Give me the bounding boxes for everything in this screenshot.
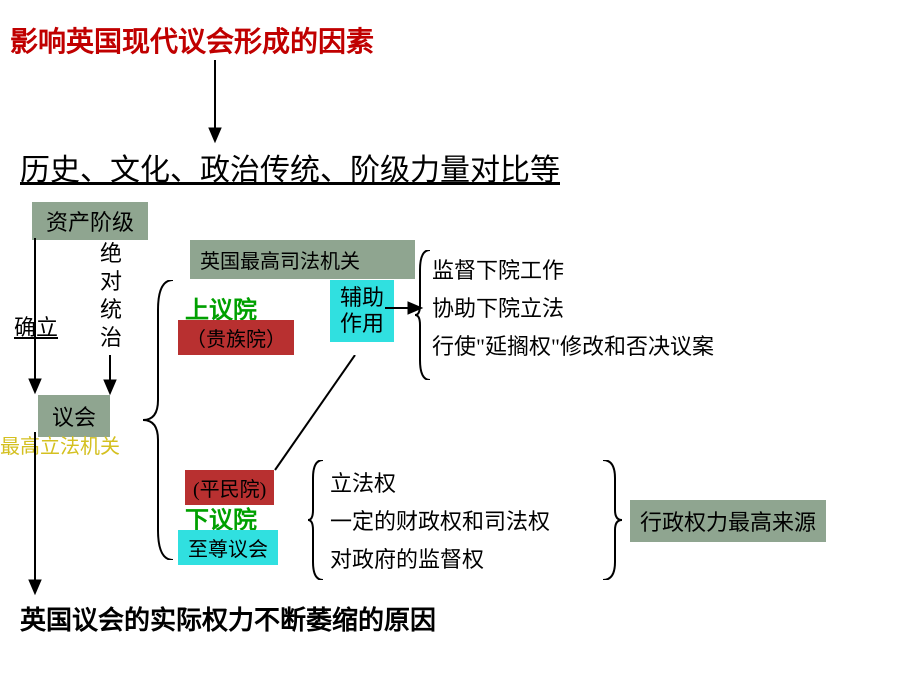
bourgeois-box: 资产阶级 xyxy=(32,202,148,240)
judicial-box: 英国最高司法机关 xyxy=(190,240,415,279)
noble-house-box: （贵族院） xyxy=(178,320,294,355)
absolute-rule-label: 绝对统治 xyxy=(100,240,124,352)
brace-upper-powers xyxy=(415,250,433,380)
upper-power-2: 协助下院立法 xyxy=(432,290,792,328)
supreme-legislative-label: 最高立法机关 xyxy=(0,430,120,459)
arrow-title-down xyxy=(200,60,230,145)
brace-lower-powers xyxy=(308,460,326,580)
arrow-establish-down xyxy=(25,238,45,396)
influences-text: 历史、文化、政治传统、阶级力量对比等 xyxy=(20,145,560,189)
upper-powers-list: 监督下院工作 协助下院立法 行使"延搁权"修改和否决议案 xyxy=(432,252,792,366)
supreme-parliament-box: 至尊议会 xyxy=(178,530,278,565)
lower-power-2: 一定的财政权和司法权 xyxy=(330,503,550,541)
line-diagonal xyxy=(265,355,365,475)
lower-powers-list: 立法权 一定的财政权和司法权 对政府的监督权 xyxy=(330,465,550,579)
executive-source-box: 行政权力最高来源 xyxy=(630,500,826,542)
lower-power-3: 对政府的监督权 xyxy=(330,541,550,579)
brace-houses xyxy=(138,280,178,560)
main-title: 影响英国现代议会形成的因素 xyxy=(10,20,374,60)
arrow-bottom-down xyxy=(25,432,45,597)
upper-power-1: 监督下院工作 xyxy=(432,252,792,290)
brace-executive xyxy=(600,460,625,580)
arrow-absolute-down xyxy=(100,355,120,397)
bottom-text: 英国议会的实际权力不断萎缩的原因 xyxy=(20,600,436,637)
upper-power-3: 行使"延搁权"修改和否决议案 xyxy=(432,328,792,366)
